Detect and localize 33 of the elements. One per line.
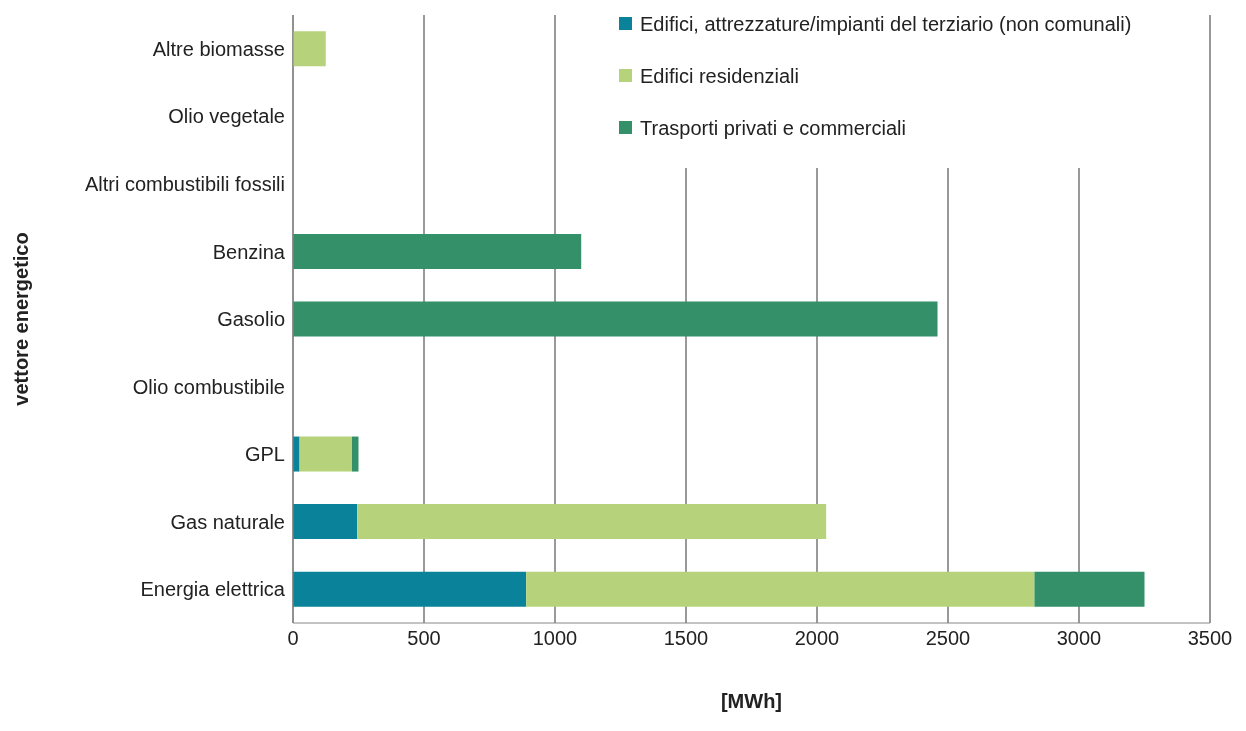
bar [299,436,352,472]
x-tick-label: 2000 [794,627,840,650]
x-tick-label: 3000 [1056,627,1102,650]
y-tick-label: Olio combustibile [132,375,285,398]
x-tick-label: 0 [287,627,299,650]
y-tick-label: Gas naturale [170,510,285,533]
y-tick-label: Benzina [212,240,286,263]
bar [293,436,300,472]
bar [351,436,359,472]
legend-label: Trasporti privati e commerciali [640,116,906,141]
bar [1034,571,1145,607]
y-tick-label: GPL [244,443,285,466]
y-tick-label: Altre biomasse [152,37,285,60]
bar [357,504,827,540]
bar [293,31,326,67]
y-axis-title: vettore energetico [10,232,32,406]
x-tick-label: 500 [407,627,441,650]
y-tick-label: Altri combustibili fossili [84,172,285,195]
legend-label: Edifici residenziali [640,64,799,89]
bar [293,301,938,337]
x-tick-label: 3500 [1187,627,1233,650]
y-tick-label: Olio vegetale [168,105,285,128]
x-tick-label: 1000 [532,627,578,650]
bar [526,571,1035,607]
bar [293,571,527,607]
y-tick-label: Energia elettrica [140,578,286,601]
bar [293,504,358,540]
y-tick-label: Gasolio [217,308,285,331]
x-axis-title: [MWh] [720,690,783,712]
x-tick-label: 2500 [925,627,971,650]
x-tick-label: 1500 [663,627,709,650]
bar [293,233,582,269]
legend-label: Edifici, attrezzature/impianti del terziario (non comunali) [640,12,1132,37]
